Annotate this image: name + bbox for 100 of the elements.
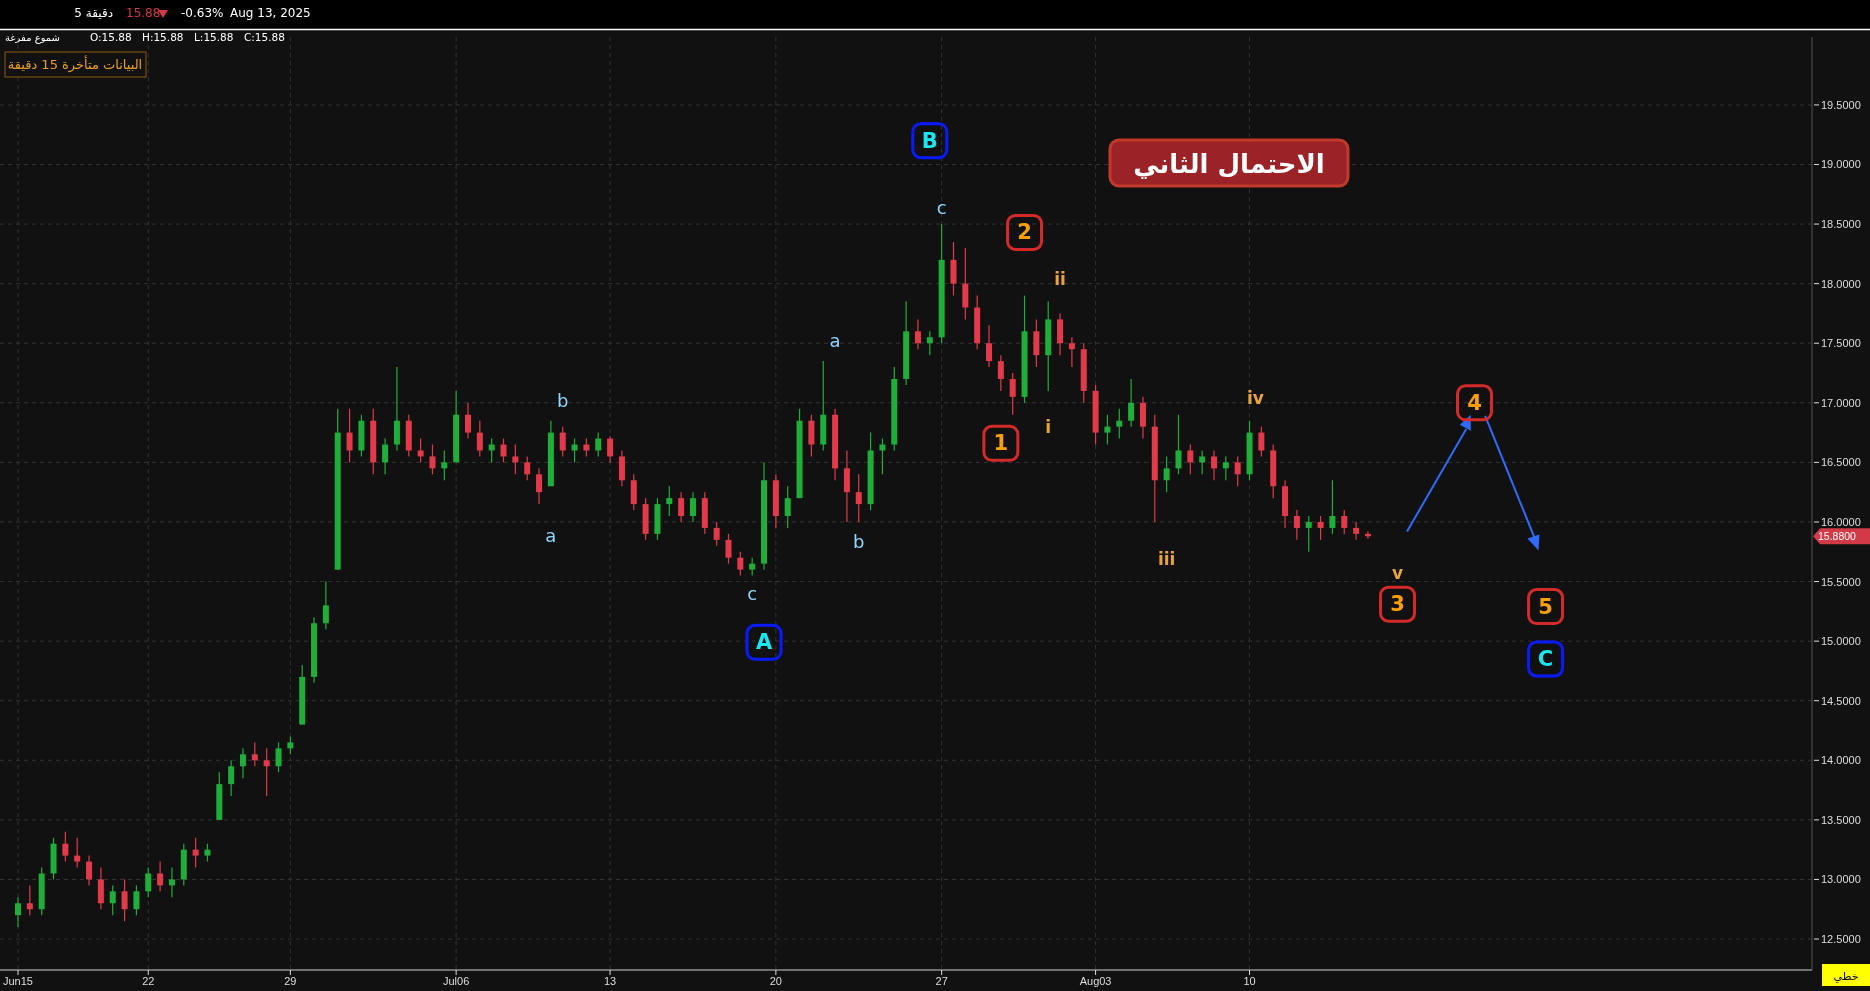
candlestick — [737, 551, 744, 577]
candlestick — [678, 491, 685, 523]
y-tick-label: 16.0000 — [1821, 515, 1861, 528]
annotation: i — [1045, 416, 1052, 437]
candlestick — [228, 759, 235, 797]
annotation: البيانات متأخرة 15 دقيقة — [7, 55, 143, 73]
annotation: C:15.88 — [244, 31, 285, 43]
x-tick-label: 27 — [935, 975, 948, 987]
candlestick — [808, 414, 815, 458]
candlestick — [417, 437, 424, 463]
candlestick — [26, 884, 33, 916]
candlestick — [192, 837, 199, 869]
y-tick-label: 17.0000 — [1821, 396, 1861, 409]
candlestick — [74, 837, 81, 869]
x-tick-label: Jun15 — [3, 975, 33, 987]
candlestick — [725, 533, 732, 565]
candlestick — [1341, 509, 1348, 535]
candlestick — [962, 247, 969, 320]
candlestick — [1222, 455, 1229, 481]
annotation: 5 — [1538, 594, 1553, 619]
candlestick — [393, 366, 400, 452]
annotation: a — [545, 524, 557, 546]
annotation: c — [936, 196, 947, 218]
candlestick — [145, 866, 152, 898]
candlestick — [86, 855, 93, 886]
candlestick — [1128, 378, 1135, 428]
candlestick — [1104, 414, 1111, 446]
x-tick-label: Jul06 — [442, 975, 470, 987]
y-tick-label: 14.0000 — [1821, 754, 1861, 767]
candlestick — [926, 330, 933, 356]
x-tick-label: 13 — [603, 975, 617, 987]
candlestick — [251, 741, 258, 767]
text: 15.88 — [126, 6, 161, 20]
annotation: C — [1537, 647, 1554, 671]
candlestick — [121, 878, 128, 922]
candlestick — [713, 521, 720, 547]
candlestick — [97, 866, 104, 910]
candlestick — [62, 831, 69, 863]
annotation: B — [921, 128, 938, 153]
candlestick — [1293, 509, 1300, 541]
candlestick — [109, 884, 116, 916]
candlestick — [1175, 414, 1182, 475]
text: خطي — [1833, 970, 1859, 983]
candlestick — [666, 485, 673, 517]
candlestick — [559, 426, 566, 458]
x-tick-label: Aug03 — [1079, 975, 1112, 987]
text: Aug 13, 2025 — [230, 6, 311, 20]
annotation: 1 — [993, 431, 1009, 456]
candlestick — [689, 491, 696, 523]
x-tick-label: 10 — [1243, 975, 1256, 987]
y-tick-label: 14.5000 — [1821, 694, 1861, 707]
y-tick-label: 18.5000 — [1821, 218, 1861, 231]
y-tick-label: 13.5000 — [1821, 813, 1861, 826]
annotation: 2 — [1017, 220, 1032, 245]
candlestick — [500, 437, 507, 463]
text: 15.8800 — [1818, 530, 1857, 543]
candlestick — [1258, 426, 1265, 458]
candlestick — [322, 580, 329, 630]
candlestick — [784, 485, 791, 529]
candlestick — [1033, 318, 1040, 368]
candlestick — [630, 473, 637, 511]
annotation: c — [747, 582, 758, 604]
candlestick — [997, 354, 1004, 392]
annotation: v — [1392, 563, 1404, 584]
candlestick — [168, 866, 175, 898]
x-tick-label: 29 — [284, 975, 297, 987]
annotation: b — [853, 530, 865, 552]
candlestick — [1163, 455, 1170, 493]
candlestick — [536, 467, 543, 505]
candlestick — [986, 324, 993, 368]
x-tick-label: 22 — [142, 975, 155, 987]
candlestick — [275, 741, 282, 773]
candlestick — [524, 455, 531, 481]
candlestick — [1234, 455, 1241, 487]
y-tick-label: 17.5000 — [1821, 337, 1861, 350]
candlestick — [843, 449, 850, 523]
annotation: شموع مفرغة — [5, 32, 60, 44]
candlestick — [263, 747, 270, 797]
annotation: a — [829, 330, 841, 352]
candlestick — [382, 437, 389, 475]
candlestick — [239, 747, 246, 779]
y-tick-label: 19.5000 — [1821, 98, 1861, 111]
candlestick — [157, 860, 164, 892]
annotation: 4 — [1467, 390, 1482, 415]
candlestick — [855, 473, 862, 523]
candlestick — [607, 435, 614, 463]
text: 5 دقيقة — [74, 6, 113, 20]
candlestick — [15, 896, 21, 928]
candlestick — [346, 408, 353, 463]
y-tick-label: 15.0000 — [1821, 635, 1861, 648]
candlestick — [1116, 408, 1123, 440]
candlestick — [429, 443, 436, 475]
candlestick — [1187, 443, 1194, 475]
y-tick-label: 16.5000 — [1821, 456, 1861, 469]
candlestick — [464, 402, 471, 440]
candlestick — [1139, 396, 1146, 440]
candlestick — [618, 449, 625, 487]
candlestick — [512, 443, 519, 475]
text: -0.63% — [181, 6, 224, 20]
candlestick — [1305, 515, 1312, 553]
